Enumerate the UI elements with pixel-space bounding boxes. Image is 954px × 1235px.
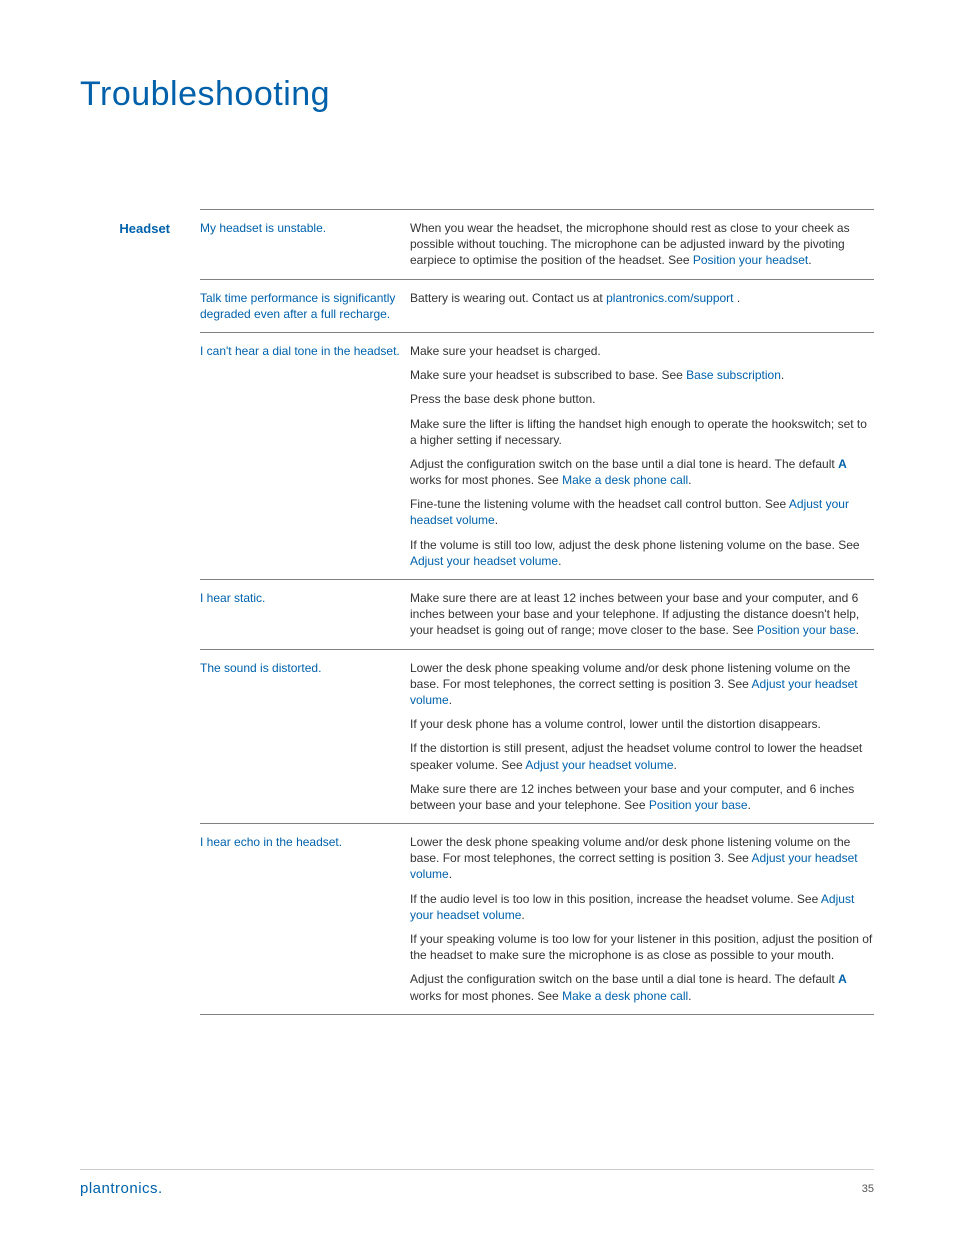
solution-paragraph: Make sure your headset is charged. xyxy=(410,343,874,359)
solution-paragraph: Adjust the configuration switch on the b… xyxy=(410,456,874,488)
solution-text: Adjust the configuration switch on the b… xyxy=(410,457,838,471)
solution-text: Make sure your headset is charged. xyxy=(410,344,601,358)
solution-cell: Lower the desk phone speaking volume and… xyxy=(410,660,874,814)
table-row: I can't hear a dial tone in the headset.… xyxy=(200,333,874,580)
table-row: The sound is distorted.Lower the desk ph… xyxy=(200,650,874,825)
page-number: 35 xyxy=(862,1183,874,1195)
cross-reference-link[interactable]: Adjust your headset volume xyxy=(525,758,673,772)
solution-text: . xyxy=(449,867,452,881)
problem-cell: My headset is unstable. xyxy=(200,220,410,269)
cross-reference-link[interactable]: Make a desk phone call xyxy=(562,989,688,1003)
cross-reference-link[interactable]: plantronics.com/support xyxy=(606,291,733,305)
solution-text: If your desk phone has a volume control,… xyxy=(410,717,821,731)
solution-paragraph: Press the base desk phone button. xyxy=(410,391,874,407)
table-row: I hear static.Make sure there are at lea… xyxy=(200,580,874,650)
solution-cell: Make sure there are at least 12 inches b… xyxy=(410,590,874,639)
cross-reference-link[interactable]: Position your base xyxy=(649,798,748,812)
solution-cell: When you wear the headset, the microphon… xyxy=(410,220,874,269)
solution-paragraph: Fine-tune the listening volume with the … xyxy=(410,496,874,528)
solution-text: . xyxy=(449,693,452,707)
table-row: My headset is unstable.When you wear the… xyxy=(200,210,874,280)
problem-cell: I hear static. xyxy=(200,590,410,639)
problem-cell: I can't hear a dial tone in the headset. xyxy=(200,343,410,569)
bold-letter: A xyxy=(838,457,847,471)
solution-text: If your speaking volume is too low for y… xyxy=(410,932,872,962)
solution-paragraph: If the volume is still too low, adjust t… xyxy=(410,537,874,569)
solution-text: . xyxy=(856,623,859,637)
page-title: Troubleshooting xyxy=(80,75,874,114)
solution-paragraph: Make sure the lifter is lifting the hand… xyxy=(410,416,874,448)
solution-text: If the volume is still too low, adjust t… xyxy=(410,538,860,552)
solution-paragraph: If the distortion is still present, adju… xyxy=(410,740,874,772)
brand-logo: plantronics. xyxy=(80,1180,163,1197)
solution-paragraph: If your desk phone has a volume control,… xyxy=(410,716,874,732)
solution-text: . xyxy=(808,253,811,267)
table-row: I hear echo in the headset.Lower the des… xyxy=(200,824,874,1015)
solution-text: works for most phones. See xyxy=(410,989,562,1003)
table-row: Talk time performance is significantly d… xyxy=(200,280,874,333)
solution-paragraph: Lower the desk phone speaking volume and… xyxy=(410,834,874,883)
solution-paragraph: Battery is wearing out. Contact us at pl… xyxy=(410,290,874,306)
solution-paragraph: Lower the desk phone speaking volume and… xyxy=(410,660,874,709)
solution-cell: Battery is wearing out. Contact us at pl… xyxy=(410,290,874,322)
page-footer: plantronics. 35 xyxy=(80,1169,874,1197)
solution-text: . xyxy=(688,989,691,1003)
solution-text: Make sure the lifter is lifting the hand… xyxy=(410,417,867,447)
solution-paragraph: Adjust the configuration switch on the b… xyxy=(410,971,874,1003)
solution-text: works for most phones. See xyxy=(410,473,562,487)
section-label: Headset xyxy=(80,209,170,1015)
solution-paragraph: When you wear the headset, the microphon… xyxy=(410,220,874,269)
solution-text: If the audio level is too low in this po… xyxy=(410,892,821,906)
solution-text: Make sure your headset is subscribed to … xyxy=(410,368,686,382)
cross-reference-link[interactable]: Position your base xyxy=(757,623,856,637)
cross-reference-link[interactable]: Base subscription xyxy=(686,368,781,382)
solution-cell: Lower the desk phone speaking volume and… xyxy=(410,834,874,1004)
solution-text: . xyxy=(688,473,691,487)
solution-paragraph: Make sure your headset is subscribed to … xyxy=(410,367,874,383)
solution-text: . xyxy=(495,513,498,527)
solution-paragraph: If the audio level is too low in this po… xyxy=(410,891,874,923)
problem-cell: The sound is distorted. xyxy=(200,660,410,814)
solution-text: Battery is wearing out. Contact us at xyxy=(410,291,606,305)
troubleshooting-table: My headset is unstable.When you wear the… xyxy=(200,209,874,1015)
solution-text: Make sure there are 12 inches between yo… xyxy=(410,782,854,812)
cross-reference-link[interactable]: Make a desk phone call xyxy=(562,473,688,487)
solution-paragraph: Make sure there are at least 12 inches b… xyxy=(410,590,874,639)
solution-text: . xyxy=(558,554,561,568)
solution-text: . xyxy=(781,368,784,382)
solution-text: Fine-tune the listening volume with the … xyxy=(410,497,789,511)
solution-text: . xyxy=(674,758,677,772)
solution-text: . xyxy=(748,798,751,812)
problem-cell: Talk time performance is significantly d… xyxy=(200,290,410,322)
problem-cell: I hear echo in the headset. xyxy=(200,834,410,1004)
solution-text: . xyxy=(521,908,524,922)
solution-paragraph: Make sure there are 12 inches between yo… xyxy=(410,781,874,813)
solution-text: Adjust the configuration switch on the b… xyxy=(410,972,838,986)
cross-reference-link[interactable]: Adjust your headset volume xyxy=(410,554,558,568)
solution-paragraph: If your speaking volume is too low for y… xyxy=(410,931,874,963)
solution-text: Press the base desk phone button. xyxy=(410,392,595,406)
bold-letter: A xyxy=(838,972,847,986)
cross-reference-link[interactable]: Position your headset xyxy=(693,253,808,267)
solution-text: . xyxy=(734,291,741,305)
solution-cell: Make sure your headset is charged. Make s… xyxy=(410,343,874,569)
content-wrap: Headset My headset is unstable.When you … xyxy=(80,209,874,1015)
